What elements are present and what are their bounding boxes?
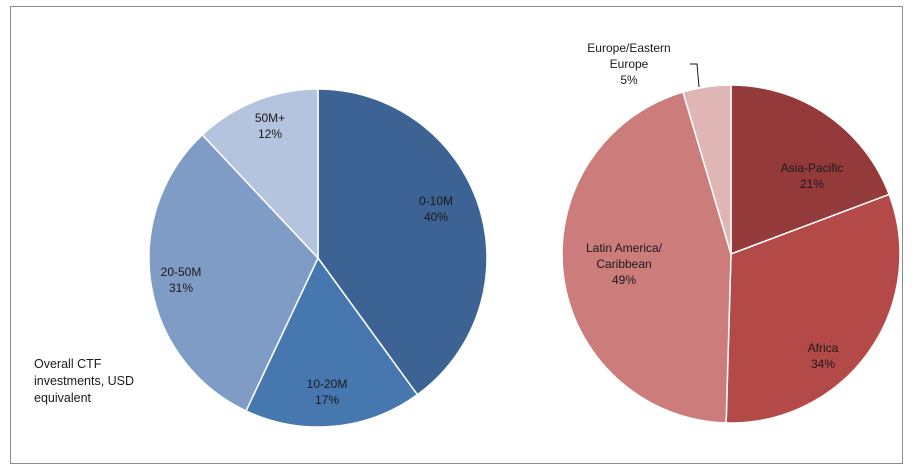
pie1-slice-3: [148, 133, 319, 412]
pie1-label-3-line-1: 20-50M: [161, 265, 202, 279]
note-line-3: equivalent: [34, 391, 91, 405]
pie1-label-1-line-1: 0-10M: [419, 194, 453, 208]
pie2-label-3-line-1: Latin America/: [586, 241, 663, 255]
pie1-label-2-line-2: 17%: [315, 393, 339, 407]
pie2-label-4-line-1: Europe/Eastern: [587, 41, 670, 55]
pie2-label-4-line-2: Europe: [610, 57, 649, 71]
pie2-label-2: Africa 34%: [808, 341, 839, 371]
pie1-label-1: 0-10M 40%: [419, 194, 453, 224]
pie1-label-2: 10-20M 17%: [307, 377, 348, 407]
pie1-label-3-line-2: 31%: [169, 281, 193, 295]
pie2-label-3-line-3: 49%: [612, 273, 636, 287]
pie1-slice-4: [201, 88, 319, 260]
pie2-label-2-line-1: Africa: [808, 341, 839, 355]
pie1-label-1-line-2: 40%: [424, 210, 448, 224]
pie1-label-3: 20-50M 31%: [161, 265, 202, 295]
pie1-slice-2: [245, 256, 419, 428]
pie2-label-1: Asia-Pacific 21%: [781, 161, 844, 191]
pie1-label-4-line-2: 12%: [258, 127, 282, 141]
pie2-slice-1: [730, 84, 891, 256]
pie1-label-4-line-1: 50M+: [255, 111, 285, 125]
pie2-label-1-line-2: 21%: [800, 177, 824, 191]
pie2-label-2-line-2: 34%: [811, 357, 835, 371]
pie2-label-3-line-2: Caribbean: [596, 257, 651, 271]
pie2-label-1-line-1: Asia-Pacific: [781, 161, 844, 175]
pie2-label-4-line-3: 5%: [620, 73, 638, 87]
pie2-leader-line: [690, 63, 700, 88]
pie2-slice-2: [725, 193, 901, 424]
note-line-1: Overall CTF: [34, 357, 102, 371]
pie2-slice-4: [682, 84, 732, 255]
pie1-label-2-line-1: 10-20M: [307, 377, 348, 391]
chart-note: Overall CTF investments, USD equivalent: [34, 356, 174, 407]
pie2-label-3: Latin America/Caribbean 49%: [586, 241, 663, 287]
pie1-slice-1: [317, 88, 488, 396]
note-line-2: investments, USD: [34, 374, 135, 388]
pie2-slice-3: [561, 91, 732, 424]
pie2-label-4: Europe/Eastern Europe 5%: [587, 41, 670, 87]
pie1-label-4: 50M+ 12%: [255, 111, 285, 141]
